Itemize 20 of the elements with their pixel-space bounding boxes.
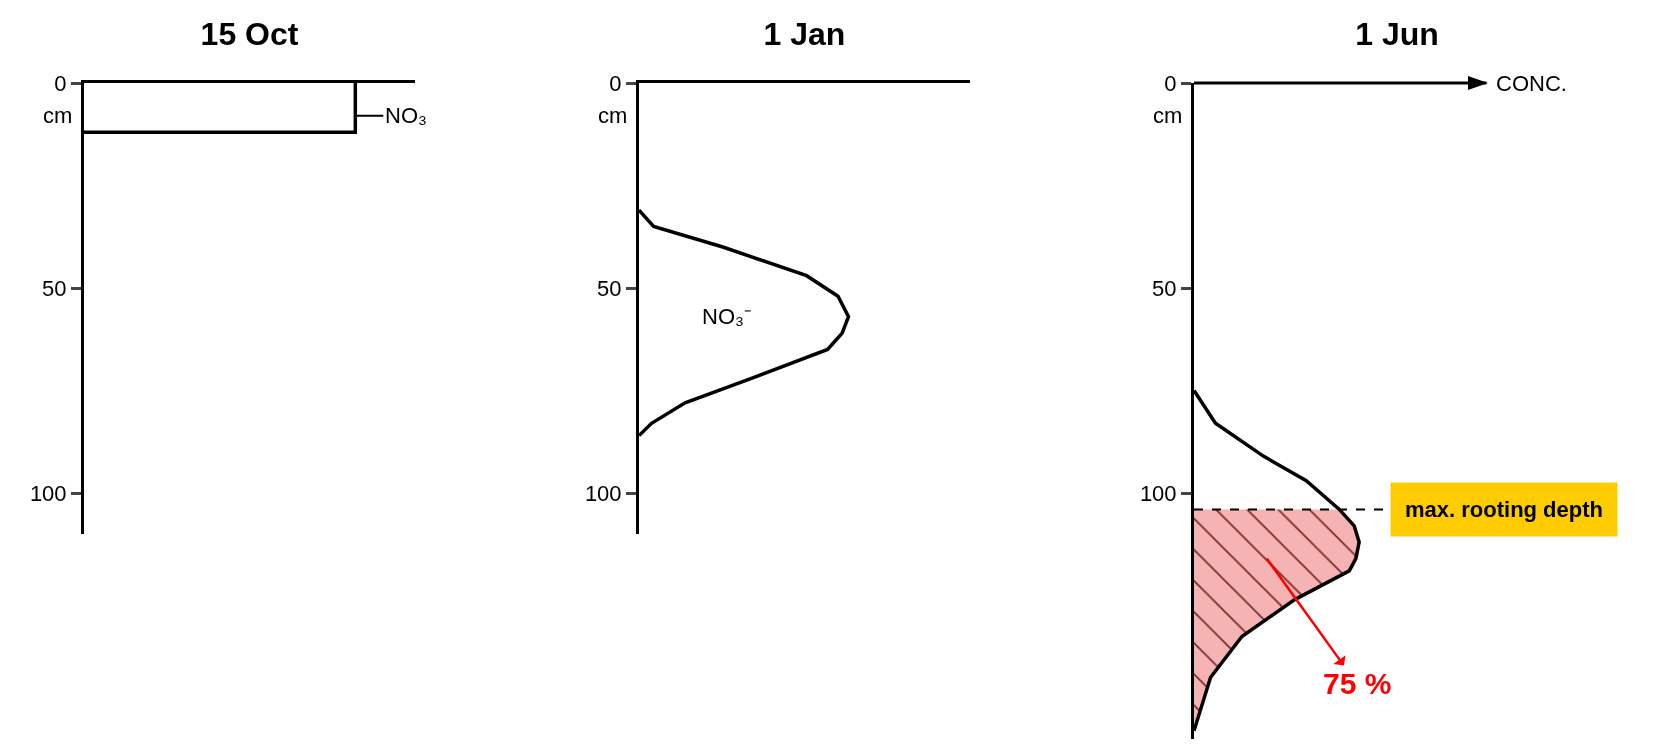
y-axis-title: cm — [1153, 103, 1183, 128]
chart-title: 15 Oct — [200, 15, 299, 52]
y-axis-title: cm — [43, 103, 73, 128]
y-axis-title: cm — [598, 103, 628, 128]
y-tick-label: 100 — [29, 480, 67, 506]
y-tick-label: 50 — [1152, 275, 1177, 301]
text: NO₃⁻ — [702, 304, 751, 329]
y-tick-label: 0 — [54, 70, 67, 96]
y-tick-label: 100 — [584, 480, 622, 506]
y-tick-label: 50 — [597, 275, 622, 301]
chart-title: 1 Jun — [1355, 15, 1439, 52]
legend-label: NO₃ — [385, 103, 427, 128]
y-tick-label: 100 — [1139, 480, 1177, 506]
annotation: 75 % — [1323, 667, 1392, 700]
text: CONC. — [1496, 71, 1567, 96]
chart-title: 1 Jan — [763, 15, 846, 52]
y-tick-label: 0 — [1164, 70, 1177, 96]
ref-line-label: max. rooting depth — [1405, 497, 1603, 522]
y-tick-label: 0 — [609, 70, 622, 96]
y-tick-label: 50 — [42, 275, 67, 301]
